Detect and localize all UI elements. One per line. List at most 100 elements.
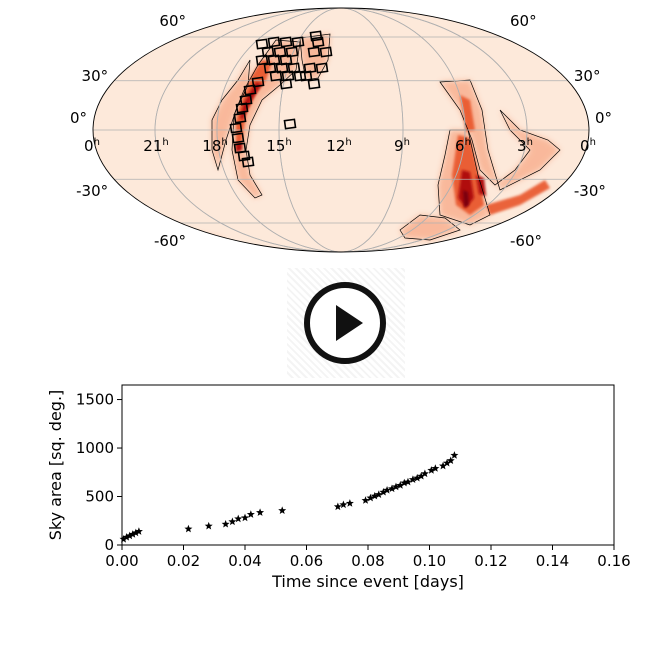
data-point — [439, 461, 448, 470]
observation-tile — [251, 76, 265, 88]
y-tick-label: 0 — [104, 536, 114, 554]
data-point — [366, 493, 375, 502]
dec-label-left: -30° — [76, 182, 108, 200]
dec-label-right: 0° — [595, 109, 612, 127]
y-tick-label: 500 — [85, 488, 114, 506]
x-tick-label: 0.10 — [413, 552, 446, 570]
data-point — [119, 534, 128, 543]
observation-tile — [235, 102, 249, 114]
data-point — [333, 502, 342, 511]
data-point — [345, 499, 354, 507]
data-point — [204, 521, 213, 530]
observation-tile — [229, 122, 243, 134]
data-point — [134, 527, 143, 535]
x-tick-label: 0.02 — [167, 552, 200, 570]
observation-tile — [319, 46, 333, 58]
data-point — [278, 506, 287, 514]
data-point — [339, 500, 348, 509]
data-point — [417, 471, 426, 480]
data-point — [387, 484, 396, 493]
x-axis: 0.00 0.02 0.04 0.06 0.08 0.10 0.12 0.14 0.16 — [105, 545, 631, 570]
observation-tile — [231, 132, 245, 144]
observation-tile — [269, 70, 283, 82]
dec-label-right: 60° — [510, 12, 537, 30]
data-point — [431, 464, 440, 472]
observation-tile — [267, 36, 281, 48]
data-point — [391, 482, 400, 491]
contours — [149, 33, 561, 247]
observation-tile — [293, 70, 307, 82]
observation-tile — [241, 156, 255, 168]
data-point — [370, 491, 379, 500]
dec-label-right: -30° — [574, 182, 606, 200]
dec-label-left: -60° — [154, 232, 186, 250]
observation-tile — [285, 46, 299, 58]
data-point — [427, 466, 436, 474]
observation-tile — [315, 62, 329, 74]
ra-label: 0h — [580, 137, 596, 155]
data-point — [122, 533, 131, 541]
data-point — [234, 514, 243, 523]
x-tick-label: 0.00 — [105, 552, 138, 570]
observation-tiles — [229, 30, 333, 168]
observation-tile — [309, 30, 323, 42]
data-points — [119, 451, 459, 543]
play-button[interactable] — [304, 282, 386, 364]
data-point — [131, 528, 140, 537]
data-point — [221, 519, 230, 528]
data-point — [184, 524, 193, 533]
data-point — [413, 473, 422, 482]
sky-border — [92, 7, 590, 253]
y-tick-label: 1500 — [76, 391, 114, 409]
data-point — [246, 510, 255, 518]
y-axis-label: Sky area [sq. deg.] — [46, 390, 65, 541]
observation-tile — [311, 36, 325, 48]
y-axis: 0 500 1000 1500 — [76, 391, 122, 554]
x-tick-label: 0.06 — [290, 552, 323, 570]
x-tick-label: 0.14 — [536, 552, 569, 570]
ra-label: 12h — [326, 137, 351, 155]
dec-label-right: 30° — [574, 67, 601, 85]
x-tick-label: 0.04 — [228, 552, 261, 570]
x-axis-label: Time since event [days] — [271, 572, 464, 591]
dec-label-left: 30° — [82, 67, 109, 85]
observation-tile — [307, 46, 321, 58]
ra-label: 21h — [143, 137, 168, 155]
observation-tile — [279, 78, 293, 90]
dec-label-right: -60° — [510, 232, 542, 250]
x-tick-label: 0.12 — [474, 552, 507, 570]
graticule — [93, 8, 589, 252]
dec-labels: 60° 60° 30° 30° 0° 0° -30° -30° -60° -60° — [70, 12, 612, 250]
data-point — [446, 456, 455, 465]
data-point — [374, 490, 383, 498]
data-point — [241, 513, 249, 522]
skymap-mollweide: 0h 21h 18h 15h 12h 9h 6h 3h 0h 60° 60°30° 30°0° 0°-… — [70, 7, 612, 253]
observation-tile — [307, 78, 321, 90]
observation-tile — [233, 112, 247, 124]
observation-tile — [255, 54, 269, 66]
data-point — [443, 458, 452, 467]
data-point — [420, 469, 429, 478]
data-point — [400, 478, 409, 487]
data-point — [450, 451, 459, 459]
data-point — [361, 496, 370, 504]
data-point — [383, 486, 392, 494]
data-point — [125, 531, 134, 540]
play-icon — [336, 305, 363, 341]
observation-tile — [299, 70, 313, 82]
ra-label: 15h — [266, 137, 291, 155]
sky-area-chart: 0.00 0.02 0.04 0.06 0.08 0.10 0.12 0.14 0.16 0 50… — [46, 384, 631, 591]
x-tick-label: 0.16 — [597, 552, 630, 570]
data-point — [256, 508, 265, 516]
data-point — [403, 477, 412, 486]
dec-label-left: 60° — [159, 12, 186, 30]
data-point — [379, 487, 388, 496]
data-point — [396, 481, 405, 489]
observation-tile — [291, 36, 305, 48]
x-tick-label: 0.08 — [351, 552, 384, 570]
observation-tile — [237, 150, 251, 162]
data-point — [128, 530, 137, 538]
dec-label-left: 0° — [70, 109, 87, 127]
ra-label: 18h — [202, 137, 227, 155]
data-point — [408, 475, 417, 483]
